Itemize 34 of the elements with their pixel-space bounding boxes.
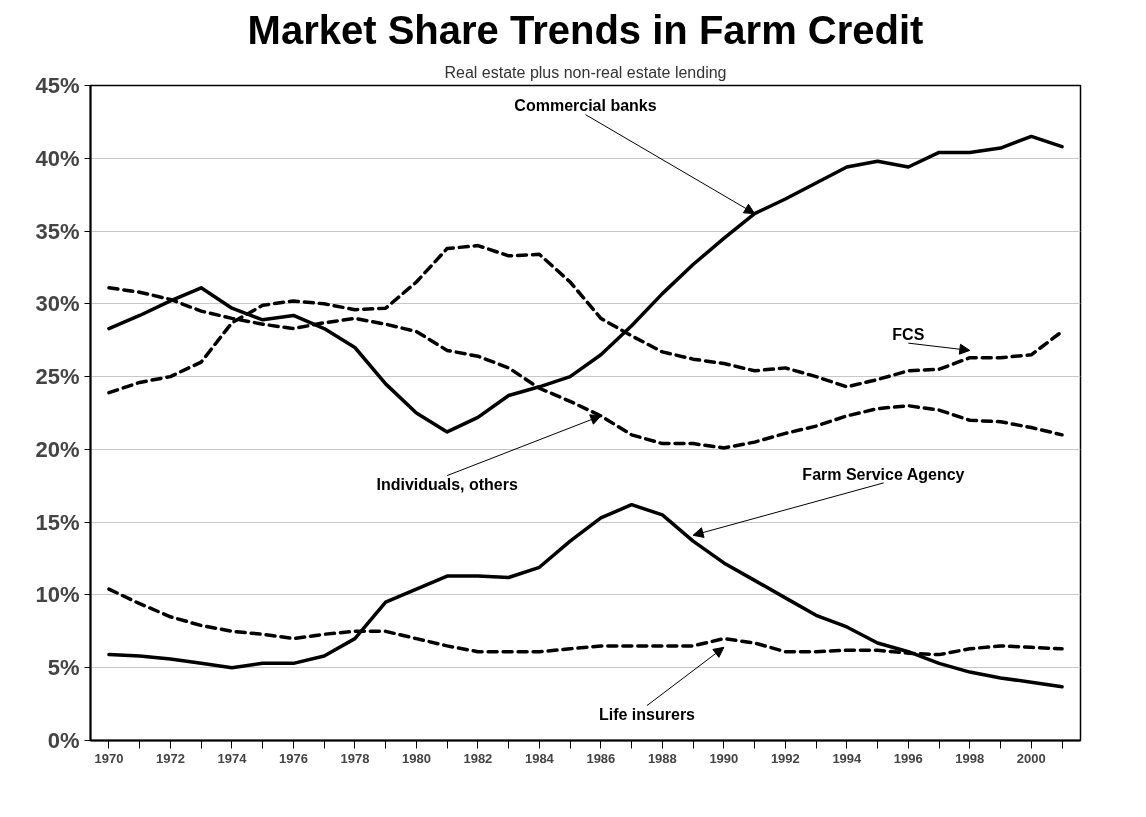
x-tick-label: 1992	[770, 750, 800, 766]
x-tick-label: 1982	[463, 750, 493, 766]
x-tick-label: 1986	[586, 750, 616, 766]
x-tick-label: 2000	[1016, 750, 1046, 766]
y-tick-label: 25%	[35, 364, 80, 390]
chart-subtitle: Real estate plus non-real estate lending	[444, 63, 727, 81]
x-tick-label: 1996	[893, 750, 923, 766]
y-tick-label: 40%	[35, 145, 80, 171]
text: Farm Service Agency	[802, 465, 965, 483]
x-tick-label: 1978	[340, 750, 370, 766]
x-tick-label: 1988	[647, 750, 677, 766]
y-tick-label: 20%	[35, 436, 80, 462]
y-tick-label: 15%	[35, 509, 80, 535]
x-tick-label: 1974	[217, 750, 248, 766]
text: Commercial banks	[514, 97, 657, 115]
x-tick-label: 1972	[155, 750, 185, 766]
text: Life insurers	[598, 705, 696, 723]
text: Individuals, others	[376, 475, 518, 493]
y-tick-label: 0%	[47, 728, 80, 753]
x-tick-label: 1990	[709, 750, 739, 766]
chart-title: Market Share Trends in Farm Credit	[247, 7, 924, 52]
y-tick-label: 35%	[35, 218, 80, 244]
y-tick-label: 10%	[35, 582, 80, 608]
x-tick-label: 1970	[94, 750, 124, 766]
y-tick-label: 5%	[47, 655, 80, 681]
x-tick-label: 1994	[832, 750, 863, 766]
line-series	[107, 502, 1064, 689]
x-tick-label: 1976	[278, 750, 308, 766]
x-tick-label: 1998	[955, 750, 985, 766]
series-label: FCS	[892, 325, 925, 343]
x-tick-label: 1980	[401, 750, 431, 766]
x-tick-label: 1984	[524, 750, 555, 766]
y-tick-label: 45%	[35, 73, 80, 98]
y-tick-label: 30%	[35, 291, 80, 317]
